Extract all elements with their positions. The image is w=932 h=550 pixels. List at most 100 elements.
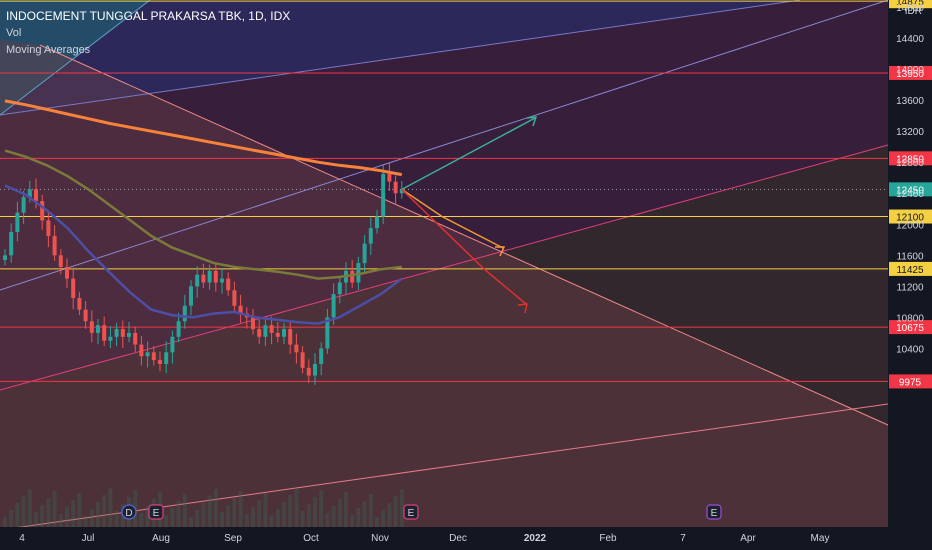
candle-body	[170, 336, 175, 353]
moving-average-MA50	[4, 184, 403, 325]
candle-body	[232, 290, 237, 306]
candle-body	[77, 298, 82, 310]
candle-body	[375, 216, 379, 229]
candle-body	[362, 243, 367, 264]
x-tick-label: Aug	[152, 533, 170, 544]
volume-bar	[40, 505, 45, 527]
candle-body	[46, 220, 51, 236]
candle	[319, 342, 324, 376]
candle-body	[238, 305, 243, 314]
event-marker-E: E	[148, 504, 164, 520]
event-marker-label: E	[408, 508, 415, 519]
volume-bar	[195, 510, 200, 527]
volume-bar	[300, 511, 305, 527]
chart-legend: INDOCEMENT TUNGGAL PRAKARSA TBK, 1D, IDX…	[6, 8, 290, 59]
candle-body	[393, 181, 398, 194]
x-tick-label: 7	[680, 533, 686, 544]
candle	[207, 264, 212, 290]
volume-bar	[46, 498, 51, 527]
y-tick-label: 12400	[896, 189, 924, 200]
volume-bar	[381, 510, 386, 527]
candle	[182, 294, 187, 329]
volume-bar	[257, 500, 262, 527]
candle-body	[300, 352, 305, 368]
volume-bar	[368, 494, 373, 527]
projection-arrow-green	[401, 117, 536, 191]
candle	[77, 291, 82, 316]
moving-averages-indicator-label[interactable]: Moving Averages	[6, 44, 91, 56]
candle-body	[269, 325, 274, 333]
candle	[226, 272, 231, 296]
volume-bar	[96, 502, 100, 527]
candle	[176, 312, 181, 343]
volume-indicator-label[interactable]: Vol	[6, 27, 22, 39]
candle-body	[282, 329, 286, 337]
volume-bar	[319, 490, 324, 527]
candle	[313, 353, 317, 385]
level-label-bg-12100	[889, 209, 932, 224]
candle	[220, 267, 224, 294]
candle-body	[399, 189, 404, 194]
x-tick-label: Nov	[371, 533, 389, 544]
candle-body	[52, 235, 57, 256]
candle-body	[207, 270, 212, 283]
volume-bar	[102, 495, 107, 527]
volume-bar	[313, 497, 317, 527]
candle	[145, 341, 150, 368]
candle-body	[40, 201, 45, 221]
x-tick-label: Feb	[599, 533, 617, 544]
level-label-bg-9975	[889, 374, 932, 389]
volume-bar	[306, 504, 311, 527]
x-tick-label: Oct	[303, 533, 319, 544]
candle	[15, 201, 20, 242]
volume-bar	[3, 517, 7, 527]
volume-bar	[139, 513, 144, 527]
volume-bar	[27, 489, 32, 527]
volume-bar	[244, 514, 249, 527]
volume-bar	[263, 493, 268, 527]
event-marker-D: D	[121, 504, 137, 520]
candle-body	[182, 305, 187, 322]
volume-bar	[232, 498, 237, 527]
candle	[213, 262, 218, 292]
candle	[282, 322, 286, 345]
candle-body	[201, 274, 206, 283]
symbol-title[interactable]: INDOCEMENT TUNGGAL PRAKARSA TBK, 1D, IDX	[6, 9, 291, 23]
candle-body	[158, 360, 162, 364]
candle	[375, 210, 379, 234]
x-tick-label: Dec	[449, 533, 467, 544]
volume-bar	[58, 514, 63, 527]
candle	[393, 175, 398, 205]
volume-bar	[331, 506, 336, 527]
y-tick-label: 14800	[896, 3, 924, 14]
x-tick-label: 4	[19, 533, 25, 544]
volume-bar	[350, 515, 355, 527]
y-tick-label: 11600	[896, 251, 924, 262]
y-tick-label: 10800	[896, 313, 924, 324]
candle	[114, 322, 119, 347]
y-tick-label: 14000	[896, 65, 924, 76]
candle	[9, 223, 14, 263]
candle	[83, 301, 88, 329]
candle	[275, 322, 280, 343]
candle	[127, 322, 131, 343]
fib-fan-fill	[0, 40, 888, 527]
candle-body	[331, 294, 336, 318]
candle	[189, 280, 193, 316]
level-label-12850: 12850	[896, 154, 924, 165]
volume-bar	[294, 488, 299, 527]
event-marker-E: E	[403, 504, 419, 520]
volume-bar	[269, 516, 274, 527]
level-label-bg-12450	[889, 182, 932, 197]
volume-bar	[71, 500, 76, 527]
volume-bar	[9, 510, 14, 527]
candle	[89, 310, 94, 343]
candle	[96, 318, 100, 345]
fan-line-diagonal	[39, 44, 889, 426]
candle-body	[294, 344, 299, 353]
volume-bar	[34, 512, 38, 527]
candle-body	[151, 352, 156, 361]
candle	[195, 266, 200, 298]
projection-arrowhead-green	[526, 116, 538, 127]
